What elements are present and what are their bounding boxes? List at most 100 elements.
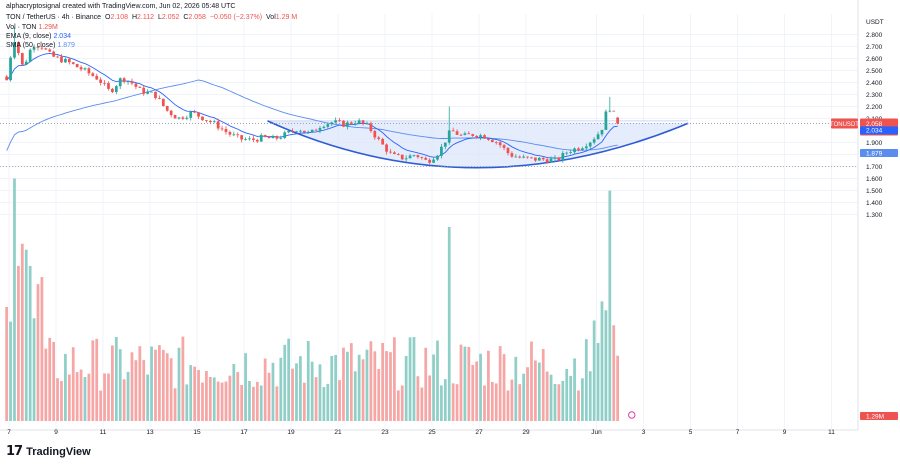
x-tick-label: 19 xyxy=(287,429,295,436)
candle-body xyxy=(201,116,204,121)
candle-body xyxy=(420,157,424,158)
candle-body xyxy=(506,147,510,154)
candle-body xyxy=(385,144,388,152)
candle-body xyxy=(154,91,157,99)
volume-bar xyxy=(408,337,412,421)
volume-bar xyxy=(32,318,36,421)
price-axis[interactable] xyxy=(858,0,900,466)
candle-body xyxy=(577,148,580,151)
candle-body xyxy=(205,120,208,122)
volume-bar xyxy=(71,347,75,421)
y-tick-label: 2.500 xyxy=(866,68,883,75)
volume-bar xyxy=(420,387,424,421)
candle-body xyxy=(146,91,150,94)
candle-body xyxy=(592,139,596,143)
y-tick-label: 2.200 xyxy=(866,104,883,111)
cup-pattern-curve[interactable] xyxy=(267,120,689,169)
candle-body xyxy=(259,135,263,142)
candle-body xyxy=(330,122,334,125)
volume-bar xyxy=(588,371,592,421)
volume-bar xyxy=(510,379,514,421)
candle-body xyxy=(173,115,177,119)
y-tick-label: 2.600 xyxy=(866,56,883,63)
y-tick-label: 1.400 xyxy=(866,200,883,207)
candle-body xyxy=(455,131,459,135)
volume-bar xyxy=(28,265,32,421)
volume-bar xyxy=(271,362,275,421)
candle-body xyxy=(389,151,392,153)
candle-body xyxy=(393,152,396,154)
volume-bar xyxy=(228,375,232,421)
legend-ohlc: TON / TetherUS · 4h · Binance O2.108 H2.… xyxy=(6,14,297,21)
ema-price-tag[interactable] xyxy=(860,126,898,135)
x-tick-label: 21 xyxy=(334,429,342,436)
candle-body xyxy=(181,117,185,119)
volume-bar xyxy=(118,349,122,421)
volume-bar xyxy=(612,325,616,421)
sma-tag-value: 1.879 xyxy=(866,150,883,157)
sma-line[interactable] xyxy=(6,79,618,151)
candle-body xyxy=(467,133,471,135)
legend-ema[interactable]: EMA (9, close) 2.034 xyxy=(6,33,71,40)
volume-bar xyxy=(534,360,537,421)
volume-bar xyxy=(154,349,157,421)
volume-bar xyxy=(224,381,228,421)
candle-body xyxy=(451,130,455,132)
y-tick-label: 2.800 xyxy=(866,32,883,39)
volume-bar xyxy=(232,364,236,421)
volume-bar xyxy=(161,349,165,421)
volume-bar xyxy=(569,375,573,421)
candle-body xyxy=(569,152,573,153)
sma-value: 1.879 xyxy=(57,42,75,49)
candle-body xyxy=(212,121,216,123)
y-tick-label: 2.300 xyxy=(866,92,883,99)
candle-body xyxy=(299,130,302,132)
candle-body xyxy=(40,47,44,49)
volume-bar xyxy=(581,378,584,421)
candle-body xyxy=(541,157,545,160)
legend-volume[interactable]: Vol · TON 1.29M xyxy=(6,24,58,31)
legend-sma[interactable]: SMA (50, close) 1.879 xyxy=(6,42,75,49)
candle-body xyxy=(377,137,381,139)
volume-bar xyxy=(404,355,408,421)
volume-bar xyxy=(103,373,106,421)
volume-bar xyxy=(185,384,189,421)
candle-body xyxy=(9,57,12,81)
volume-bar xyxy=(373,351,377,421)
volume-bar xyxy=(208,377,212,421)
symbol-label[interactable]: TON / TetherUS · 4h · Binance xyxy=(6,14,102,21)
symbol-price-tag[interactable] xyxy=(831,118,858,129)
candle-body xyxy=(302,130,306,133)
high-label: H xyxy=(131,14,138,21)
volume-bar xyxy=(357,354,361,421)
candle-body xyxy=(600,129,604,135)
volume-bar xyxy=(393,337,396,421)
high-value: 2.112 xyxy=(137,14,155,21)
tradingview-logo[interactable]: 17 TradingView xyxy=(6,444,91,459)
candle-body xyxy=(158,98,161,99)
volume-bar xyxy=(557,384,561,421)
candle-body xyxy=(353,123,357,125)
volume-price-tag[interactable] xyxy=(860,412,898,420)
candle-body xyxy=(432,159,435,163)
volume-bar xyxy=(134,360,138,421)
volume-bar xyxy=(205,371,208,421)
event-icon[interactable] xyxy=(628,411,636,419)
volume-bar xyxy=(342,347,345,421)
candle-body xyxy=(20,53,24,65)
candle-body xyxy=(557,157,561,161)
volume-bar xyxy=(142,360,146,421)
candle-body xyxy=(400,154,404,160)
candle-body xyxy=(581,148,584,151)
volume-bar xyxy=(67,374,71,421)
volume-bar xyxy=(530,341,533,421)
ema-value: 2.034 xyxy=(53,33,71,40)
candle-body xyxy=(412,155,416,157)
plot-area[interactable] xyxy=(0,14,858,430)
volume-bar xyxy=(322,387,326,421)
sma-price-tag[interactable] xyxy=(860,149,898,158)
volume-bar xyxy=(263,358,267,421)
volume-bar xyxy=(177,347,181,421)
candle-body xyxy=(404,158,408,160)
